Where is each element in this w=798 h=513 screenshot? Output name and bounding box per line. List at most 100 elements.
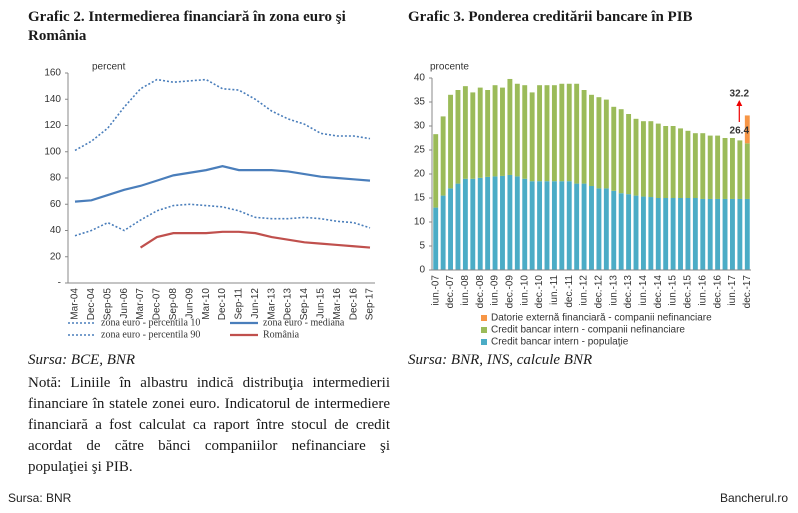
bar — [640, 121, 646, 197]
chart-title: Grafic 3. Ponderea creditării bancare în… — [408, 9, 693, 25]
bar — [477, 177, 483, 270]
bar — [737, 140, 743, 199]
y-tick-label: 35 — [414, 97, 426, 108]
x-tick-label: dec.-10 — [534, 275, 545, 309]
bar — [477, 87, 483, 178]
source: Sursa: BCE, BNR — [28, 352, 136, 368]
chart-title: Grafic 2. Intermedierea financiară în zo… — [28, 9, 346, 44]
x-tick-label: Dec-10 — [217, 288, 228, 321]
legend-swatch — [481, 339, 487, 345]
legend-label: Datorie externă financiară - companii ne… — [491, 313, 712, 324]
bar — [507, 174, 513, 270]
bar — [559, 83, 565, 182]
bar — [715, 135, 721, 199]
annotation: 26.4 — [730, 126, 750, 137]
x-tick-label: Dec-16 — [348, 288, 359, 321]
y-tick-label: 25 — [414, 145, 426, 156]
bar — [596, 97, 602, 189]
y-tick-label: 100 — [44, 146, 61, 157]
y-tick-label: 160 — [44, 68, 61, 79]
bar — [574, 183, 580, 270]
x-tick-label: iun.-08 — [460, 275, 471, 306]
bar — [566, 181, 572, 270]
bar — [678, 198, 683, 270]
bar — [596, 188, 602, 270]
y-tick-label: 40 — [414, 73, 426, 84]
bar — [603, 99, 609, 189]
x-tick-label: iun.-07 — [430, 275, 441, 306]
bar — [685, 130, 691, 198]
x-tick-label: dec.-14 — [653, 275, 664, 309]
y-tick-label: 140 — [44, 94, 61, 105]
x-tick-label: iun.-14 — [638, 275, 649, 306]
bar — [589, 186, 594, 270]
bar — [670, 198, 676, 270]
y-label: procente — [430, 62, 469, 73]
bar — [700, 133, 706, 199]
y-tick-label: 20 — [414, 169, 426, 180]
x-tick-label: dec.-11 — [564, 275, 575, 308]
legend-swatch — [481, 315, 487, 321]
bar — [507, 78, 513, 175]
x-tick-label: Jun-06 — [119, 288, 130, 319]
bar — [522, 178, 528, 270]
line — [74, 165, 371, 203]
bar — [678, 128, 683, 198]
legend-label: Credit bancar intern - companii nefinanc… — [491, 325, 685, 336]
legend-label: zona euro - percentila 90 — [101, 329, 200, 340]
bar — [700, 198, 706, 270]
x-tick-label: Jun-12 — [250, 288, 261, 319]
y-tick-label: 120 — [44, 120, 61, 131]
x-tick-label: Dec-04 — [86, 288, 97, 321]
bar — [633, 195, 639, 270]
x-tick-label: dec.-15 — [683, 275, 694, 309]
x-tick-label: dec.-16 — [712, 275, 723, 309]
x-tick-label: Sep-17 — [365, 288, 376, 321]
bar — [730, 138, 735, 199]
x-tick-label: iun.-09 — [490, 275, 501, 306]
line — [74, 203, 371, 237]
bar — [440, 116, 446, 196]
bar — [670, 126, 676, 198]
x-tick-label: dec.-08 — [475, 275, 486, 309]
bar — [566, 83, 572, 182]
bar — [500, 87, 505, 176]
bar — [581, 90, 587, 184]
y-tick-label: - — [58, 278, 61, 289]
line — [139, 230, 371, 249]
bar — [663, 126, 669, 198]
x-tick-label: dec.-07 — [445, 275, 456, 309]
x-tick-label: iun.-17 — [727, 275, 738, 306]
bar — [433, 207, 439, 270]
x-tick-label: Mar-07 — [135, 288, 146, 320]
bar — [544, 181, 550, 270]
bar — [611, 190, 617, 270]
y-tick-label: 60 — [50, 199, 62, 210]
bar — [640, 196, 646, 270]
y-tick-label: 20 — [50, 251, 62, 262]
bar — [485, 176, 491, 270]
bar — [559, 181, 565, 270]
x-tick-label: Jun-09 — [184, 288, 195, 319]
bar — [692, 133, 698, 198]
bar — [692, 198, 698, 270]
x-tick-label: Dec-13 — [283, 288, 294, 321]
bar — [707, 135, 713, 199]
bar — [730, 198, 735, 270]
bar — [744, 115, 750, 144]
bar — [626, 194, 632, 270]
bar — [663, 198, 669, 270]
bar — [544, 85, 550, 182]
bar — [626, 114, 632, 195]
x-tick-label: Mar-16 — [332, 288, 343, 320]
bar — [529, 92, 535, 182]
bar — [589, 94, 594, 186]
x-tick-label: dec.-13 — [623, 275, 634, 309]
bar — [448, 188, 453, 270]
source: Sursa: BNR, INS, calcule BNR — [408, 352, 593, 368]
x-tick-label: Mar-13 — [266, 288, 277, 320]
y-tick-label: 15 — [414, 193, 426, 204]
bar — [648, 121, 654, 198]
